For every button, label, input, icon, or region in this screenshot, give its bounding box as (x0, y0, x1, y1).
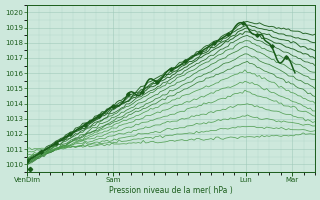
X-axis label: Pression niveau de la mer( hPa ): Pression niveau de la mer( hPa ) (109, 186, 233, 195)
